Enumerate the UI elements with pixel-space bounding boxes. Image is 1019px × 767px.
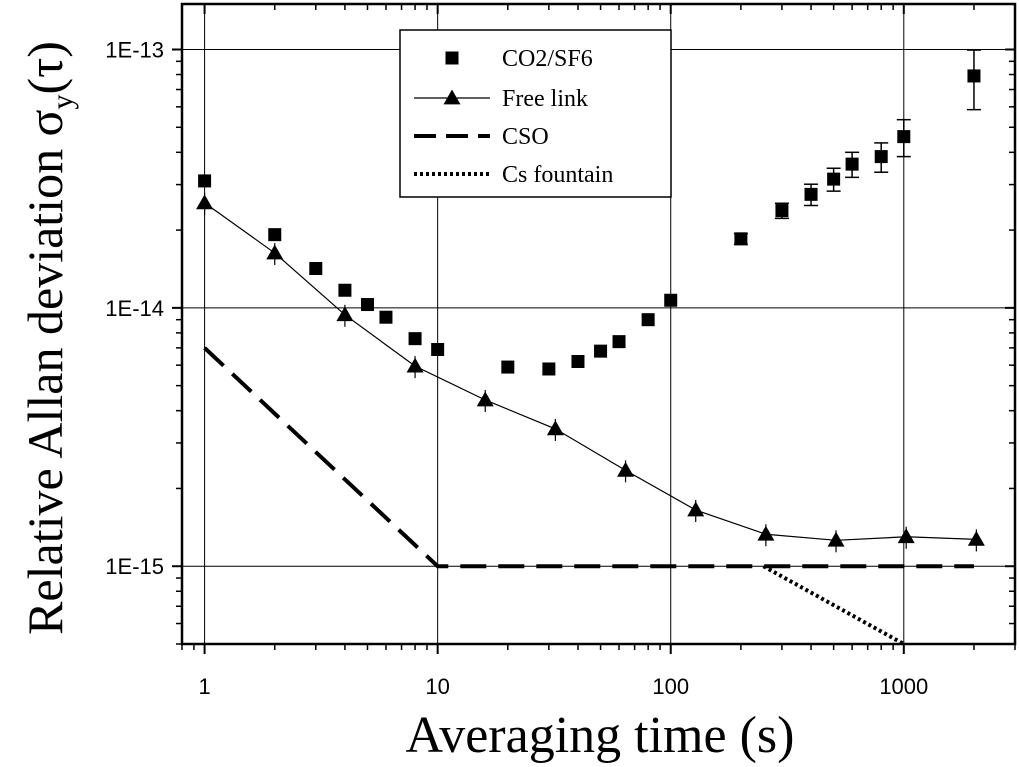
co2-sf6-point <box>967 69 981 83</box>
y-axis-title-main: Relative Allan deviation <box>17 136 73 635</box>
legend: CO2/SF6 Free link CSO Cs fountain <box>399 29 672 198</box>
y-tick-label: 1E-13 <box>105 37 164 62</box>
co2-sf6-point <box>594 344 608 358</box>
free-link-point <box>336 306 354 322</box>
legend-box <box>399 29 672 198</box>
co2-sf6-point <box>379 310 393 324</box>
plot-frame <box>180 2 1017 646</box>
co2-sf6-point <box>897 130 911 144</box>
x-tick-labels: 1 10 100 1000 <box>198 674 928 699</box>
legend-label-co2-sf6: CO2/SF6 <box>502 46 593 72</box>
series-free-link <box>196 192 985 553</box>
co2-sf6-point <box>542 362 556 376</box>
y-axis-title-subscript: y <box>46 94 79 109</box>
free-link-line <box>204 202 977 541</box>
free-link-point <box>196 194 214 210</box>
x-axis-title: Averaging time (s) <box>406 707 795 764</box>
legend-item-cso: CSO <box>414 124 549 150</box>
free-link-point <box>967 530 985 546</box>
legend-item-co2-sf6: CO2/SF6 <box>445 46 593 72</box>
co2-sf6-point <box>845 157 859 171</box>
legend-item-cs-fountain: Cs fountain <box>414 162 613 188</box>
co2-sf6-point <box>571 354 585 368</box>
co2-sf6-point <box>198 174 212 188</box>
co2-sf6-point <box>874 150 888 164</box>
co2-sf6-point <box>431 342 445 356</box>
y-tick-label: 1E-14 <box>105 296 164 321</box>
co2-sf6-point <box>664 293 678 307</box>
co2-sf6-point <box>338 283 352 297</box>
y-axis-title-tau: τ <box>17 58 73 78</box>
co2-sf6-point <box>268 228 282 242</box>
y-tick-labels: 1E-15 1E-14 1E-13 <box>105 37 164 579</box>
y-axis-title-sigma: σ <box>17 109 73 136</box>
free-link-point <box>406 357 424 373</box>
co2-sf6-point <box>501 360 515 374</box>
co2-sf6-point <box>827 172 841 186</box>
legend-label-cso: CSO <box>502 124 549 150</box>
x-tick-label: 10 <box>425 674 449 699</box>
co2-sf6-point <box>775 204 789 218</box>
y-axis-title: Relative Allan deviation σy(τ) <box>17 41 79 635</box>
legend-marker-free-link <box>443 89 461 105</box>
legend-marker-co2-sf6 <box>445 51 459 65</box>
x-tick-label: 1000 <box>879 674 928 699</box>
co2-sf6-point <box>408 332 422 346</box>
legend-item-free-link: Free link <box>414 86 588 112</box>
legend-items: CO2/SF6 Free link CSO Cs fountain <box>414 46 613 188</box>
series-cs-fountain <box>762 564 905 644</box>
cs-fountain-line <box>762 564 905 644</box>
free-link-point <box>897 528 915 544</box>
legend-label-free-link: Free link <box>502 86 588 112</box>
x-tick-label: 100 <box>652 674 689 699</box>
y-axis-title-open-paren: ( <box>17 78 73 95</box>
co2-sf6-point <box>641 313 655 327</box>
free-link-point <box>687 501 705 517</box>
plot-series <box>196 49 985 644</box>
co2-sf6-point <box>612 335 626 349</box>
legend-label-cs-fountain: Cs fountain <box>502 162 613 188</box>
y-axis-title-close-paren: ) <box>17 41 73 58</box>
series-co2-sf6 <box>198 49 981 376</box>
x-tick-label: 1 <box>198 674 210 699</box>
free-link-point <box>827 531 845 547</box>
y-tick-label: 1E-15 <box>105 554 164 579</box>
free-link-point <box>617 461 635 477</box>
free-link-point <box>266 244 284 260</box>
free-link-point <box>546 420 564 436</box>
co2-sf6-point <box>309 262 323 276</box>
free-link-point <box>757 525 775 541</box>
cso-line <box>203 346 974 569</box>
co2-sf6-point <box>804 187 818 201</box>
series-cso <box>203 346 974 569</box>
free-link-point <box>476 391 494 407</box>
co2-sf6-point <box>734 232 748 246</box>
co2-sf6-point <box>360 298 374 312</box>
